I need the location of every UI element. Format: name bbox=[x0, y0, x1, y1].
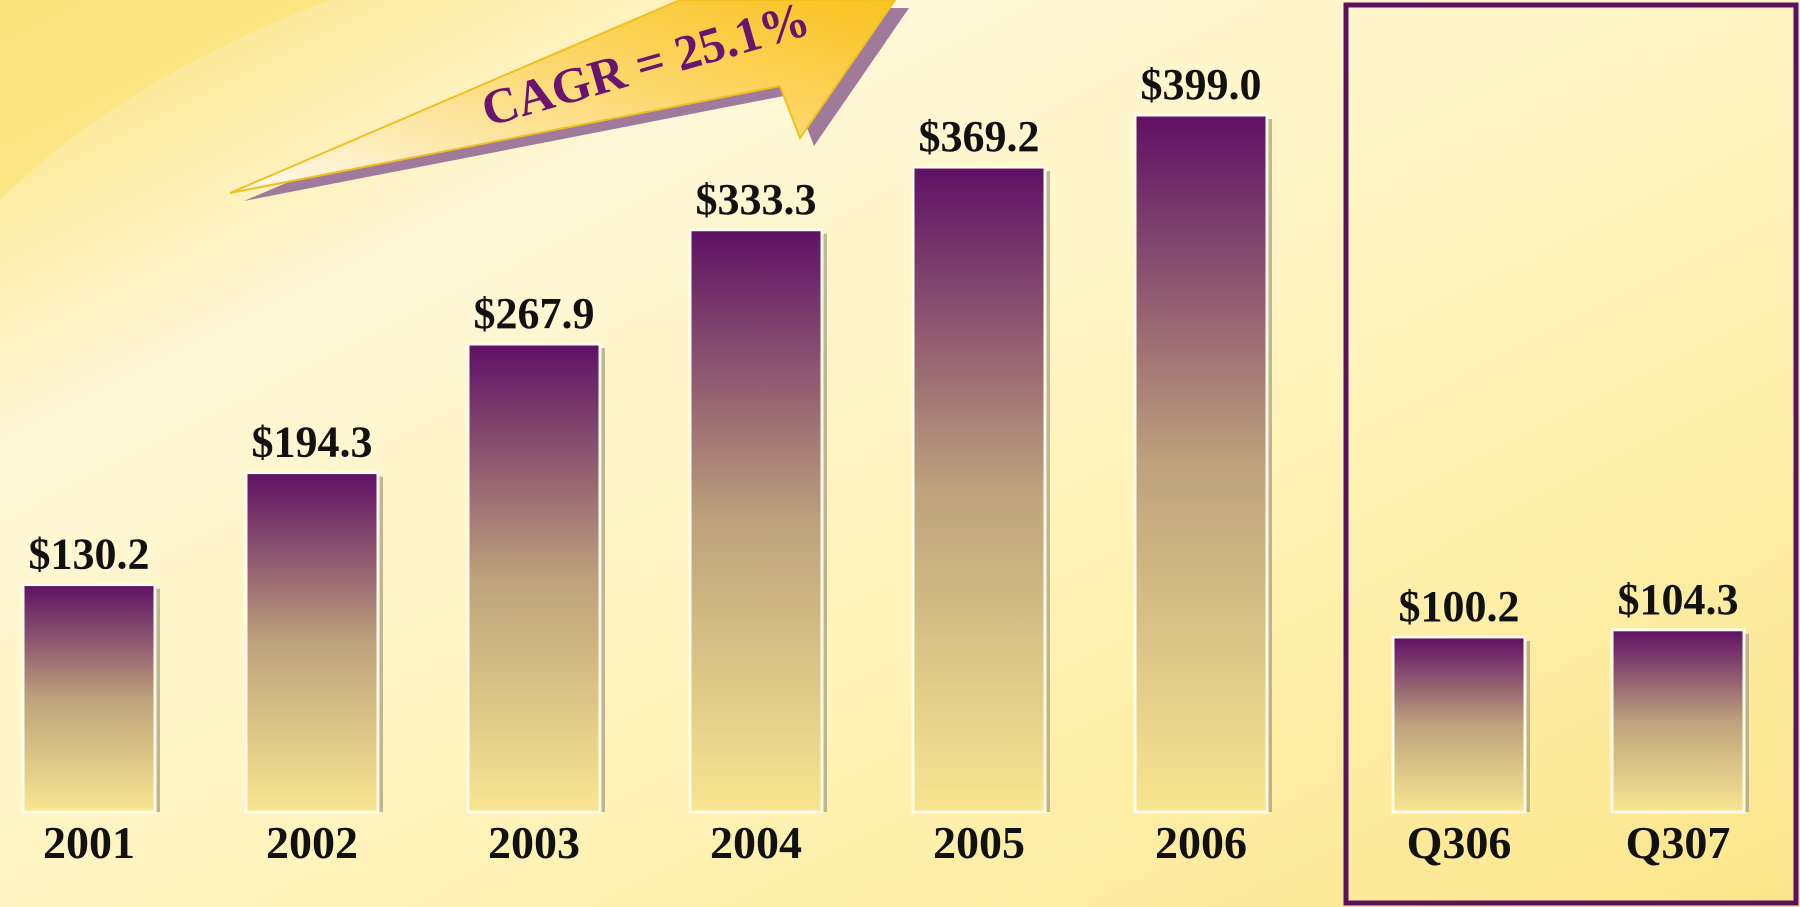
x-tick-label: 2005 bbox=[933, 817, 1025, 868]
x-tick-label: Q307 bbox=[1626, 817, 1731, 868]
quarter-box bbox=[1343, 2, 1799, 906]
bar bbox=[911, 165, 1047, 814]
x-tick-label: 2004 bbox=[710, 817, 802, 868]
x-tick-label: 2006 bbox=[1155, 817, 1247, 868]
bar bbox=[1610, 628, 1746, 814]
cagr-arrow bbox=[229, 0, 897, 194]
x-tick-label: 2002 bbox=[266, 817, 358, 868]
bar bbox=[1133, 113, 1269, 814]
value-label: $100.2 bbox=[1399, 582, 1520, 631]
x-tick-label: 2003 bbox=[488, 817, 580, 868]
value-label: $194.3 bbox=[252, 418, 373, 467]
bar bbox=[688, 228, 824, 814]
value-label: $104.3 bbox=[1618, 575, 1739, 624]
x-tick-label: 2001 bbox=[43, 817, 135, 868]
bar bbox=[1391, 635, 1527, 814]
x-tick-label: Q306 bbox=[1407, 817, 1512, 868]
value-label: $333.3 bbox=[696, 175, 817, 224]
bar bbox=[244, 471, 380, 814]
bar bbox=[21, 583, 157, 814]
background-swoosh bbox=[0, 0, 330, 200]
value-label: $267.9 bbox=[474, 289, 595, 338]
value-label: $369.2 bbox=[919, 112, 1040, 161]
bar bbox=[466, 342, 602, 814]
value-label: $130.2 bbox=[29, 530, 150, 579]
value-label: $399.0 bbox=[1141, 60, 1262, 109]
